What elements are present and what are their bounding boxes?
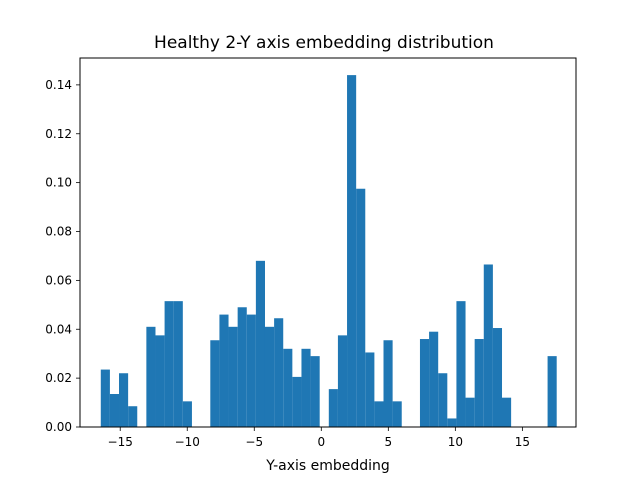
- histogram-bar-12: [237, 307, 247, 427]
- x-ticks-group: −15 −10 −5 0 5 10 15: [108, 427, 530, 449]
- histogram-bar-4: [146, 326, 156, 427]
- y-tick-label: 0.06: [45, 273, 72, 287]
- histogram-bar-7: [173, 301, 183, 427]
- x-tick-label: 5: [385, 435, 393, 449]
- histogram-bar-25: [365, 352, 375, 427]
- histogram-bar-31: [438, 373, 448, 427]
- y-tick-label: 0.10: [45, 176, 72, 190]
- histogram-bar-9: [210, 340, 220, 427]
- x-axis-label: Y-axis embedding: [265, 458, 390, 474]
- histogram-bar-22: [337, 335, 348, 427]
- histogram-bar-29: [419, 339, 430, 427]
- histogram-bar-32: [447, 418, 457, 427]
- histogram-bar-17: [283, 348, 293, 427]
- y-tick-label: 0.08: [45, 225, 72, 239]
- histogram-bar-39: [547, 356, 557, 427]
- x-tick-label: 10: [448, 435, 463, 449]
- histogram-bar-1: [109, 394, 120, 427]
- y-tick-label: 0.14: [45, 78, 72, 92]
- histogram-bar-38: [502, 397, 512, 427]
- chart-title: Healthy 2-Y axis embedding distribution: [154, 33, 494, 53]
- histogram-bar-18: [292, 376, 302, 427]
- histogram-bar-6: [164, 301, 174, 427]
- histogram-bar-14: [255, 260, 265, 427]
- x-tick-label: 0: [317, 435, 325, 449]
- histogram-bar-8: [182, 401, 192, 427]
- y-tick-label: 0.02: [45, 371, 72, 385]
- y-tick-label: 0.12: [45, 127, 72, 141]
- histogram-bar-27: [383, 340, 393, 427]
- histogram-bar-28: [392, 401, 402, 427]
- histogram-bar-24: [356, 188, 366, 427]
- histogram-bar-21: [328, 389, 338, 427]
- x-tick-label: 15: [515, 435, 530, 449]
- histogram-bar-10: [219, 314, 229, 427]
- histogram-bar-30: [429, 331, 439, 427]
- histogram-bar-13: [246, 314, 256, 427]
- histogram-bar-0: [100, 369, 110, 427]
- histogram-bar-16: [274, 318, 284, 427]
- histogram-bar-3: [128, 406, 138, 427]
- histogram-bar-35: [474, 339, 484, 427]
- histogram-bar-23: [347, 75, 357, 428]
- histogram-bar-2: [119, 373, 129, 427]
- x-tick-label: −5: [245, 435, 263, 449]
- histogram-bar-5: [155, 335, 165, 427]
- histogram-bar-26: [374, 401, 384, 427]
- histogram-bar-11: [228, 326, 238, 427]
- histogram-bar-36: [483, 264, 493, 427]
- y-tick-label: 0.00: [45, 420, 72, 434]
- histogram-bar-33: [456, 301, 466, 427]
- x-tick-label: −10: [175, 435, 200, 449]
- y-tick-label: 0.04: [45, 322, 72, 336]
- bars-group: [100, 75, 557, 428]
- histogram-bar-19: [301, 348, 311, 427]
- histogram-bar-37: [492, 328, 503, 427]
- histogram-bar-34: [465, 397, 475, 427]
- plot-frame: [79, 57, 577, 428]
- x-tick-label: −15: [108, 435, 133, 449]
- y-ticks-group: 0.00 0.02 0.04 0.06 0.08 0.10 0.12 0.14: [45, 78, 80, 434]
- histogram-bar-15: [264, 326, 275, 427]
- histogram-bar-20: [310, 356, 320, 427]
